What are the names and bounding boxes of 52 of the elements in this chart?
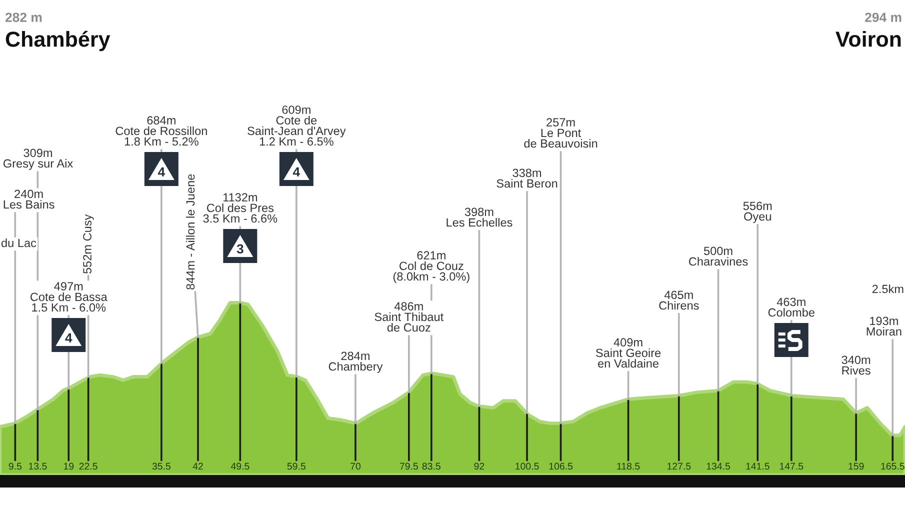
x-tick-label: 19 — [64, 462, 74, 470]
x-tick-label: 22.5 — [79, 462, 98, 470]
x-tick-label: 127.5 — [667, 462, 691, 470]
text: 4 — [158, 167, 166, 176]
x-tick-label: 100.5 — [516, 462, 539, 470]
text: Voiron — [836, 30, 901, 47]
x-tick-label: 9.5 — [8, 462, 22, 470]
x-tick-label: 147.5 — [780, 462, 804, 470]
text: 282 m — [5, 12, 42, 22]
annotation: 552m Cusy — [83, 214, 94, 274]
x-tick-label: 92 — [474, 462, 484, 470]
text: 3 — [236, 244, 244, 254]
annotation: 621m Col de Couz (8.0km - 3.0%) — [393, 251, 470, 283]
x-tick-label: 35.5 — [152, 462, 170, 470]
annotation: 338m Saint Beron — [496, 168, 558, 188]
x-tick-label: 165.5 — [881, 462, 904, 470]
annotation: 1132m Col des Pres 3.5 Km - 6.6% — [203, 193, 278, 223]
annotation: 309m Gresy sur Aix — [3, 148, 73, 170]
annotation: 556m Oyeu — [743, 202, 772, 223]
x-tick-label: 13.5 — [28, 462, 47, 470]
annotation: 463m Colombe — [768, 298, 814, 317]
annotation: 465m Chirens — [659, 290, 699, 310]
annotation: 486m Saint Thibaut de Cuoz — [374, 302, 444, 332]
annotation: 340m Rives — [842, 356, 870, 375]
annotation: 257m Le Pont de Beauvoisin — [524, 118, 598, 148]
annotation: 4 — [65, 333, 72, 342]
x-tick-label: 159 — [848, 462, 864, 470]
x-tick-label: 42 — [192, 462, 203, 470]
text: du Lac — [1, 238, 36, 248]
x-tick-label: 118.5 — [617, 462, 640, 470]
x-tick-label: 141.5 — [746, 462, 770, 470]
text: 294 m — [865, 12, 902, 22]
annotation: 609m Cote de Saint-Jean d'Arvey 1.2 Km - 6.5% — [248, 106, 346, 146]
text: 2.5km — [872, 284, 904, 294]
annotation: 398m Les Echelles — [446, 208, 512, 227]
annotation: 684m Cote de Rossillon 1.8 Km - 5.2% — [116, 116, 207, 146]
annotation: 240m Les Bains — [4, 190, 54, 209]
annotation: 500m Charavines — [689, 246, 748, 266]
annotation: 844m - Aillon le Juene — [186, 174, 195, 290]
x-tick-label: 134.5 — [706, 462, 730, 470]
annotation: 284m Chambery — [328, 352, 383, 373]
x-tick-label: 83.5 — [422, 462, 440, 470]
text: Chambéry — [6, 30, 110, 52]
annotation: 409m Saint Geoire en Valdaine — [596, 338, 661, 368]
x-tick-label: 106.5 — [549, 462, 573, 470]
x-tick-label: 49.5 — [230, 462, 250, 470]
annotation: 193m Moiran — [866, 316, 902, 336]
x-tick-label: 70 — [350, 462, 361, 470]
x-tick-label: 59.5 — [287, 462, 306, 470]
annotation: 497m Cote de Bassa 1.5 Km - 6.0% — [30, 282, 108, 312]
text: 4 — [292, 167, 300, 176]
x-tick-label: 79.5 — [400, 462, 418, 470]
